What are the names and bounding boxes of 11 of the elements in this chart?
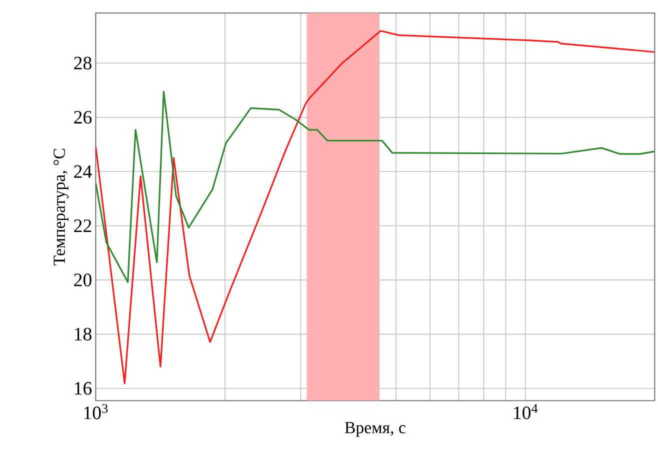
y-axis-title: Температура, °C [54, 148, 68, 266]
y-tick-label: 20 [74, 273, 92, 286]
y-tick-label: 22 [74, 219, 92, 232]
y-tick-label: 18 [74, 328, 92, 340]
y-tick-label: 24 [74, 165, 92, 178]
y-tick-label: 28 [74, 56, 92, 70]
y-tick-label: 16 [74, 382, 92, 395]
y-tick-label: 26 [74, 110, 92, 124]
x-tick-label: 10$^{4}$ [514, 404, 538, 420]
x-tick-label: 10$^{3}$ [84, 404, 108, 420]
x-axis-title: Время, с [344, 422, 406, 437]
